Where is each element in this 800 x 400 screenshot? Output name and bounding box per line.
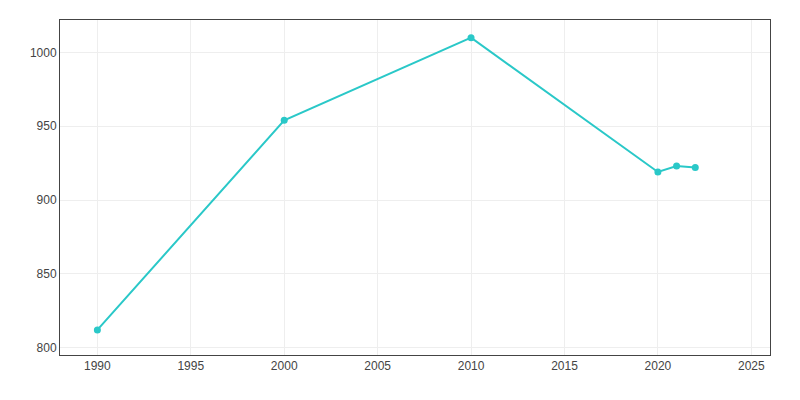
svg-text:900: 900 bbox=[37, 193, 57, 207]
svg-text:800: 800 bbox=[37, 341, 57, 355]
svg-text:2020: 2020 bbox=[645, 359, 672, 373]
svg-text:2015: 2015 bbox=[551, 359, 578, 373]
svg-text:850: 850 bbox=[37, 267, 57, 281]
svg-text:2005: 2005 bbox=[364, 359, 391, 373]
svg-text:1995: 1995 bbox=[177, 359, 204, 373]
svg-text:2025: 2025 bbox=[738, 359, 765, 373]
svg-text:950: 950 bbox=[37, 119, 57, 133]
svg-text:2010: 2010 bbox=[458, 359, 485, 373]
svg-text:1000: 1000 bbox=[30, 46, 57, 60]
svg-text:1990: 1990 bbox=[84, 359, 111, 373]
svg-text:2000: 2000 bbox=[271, 359, 298, 373]
